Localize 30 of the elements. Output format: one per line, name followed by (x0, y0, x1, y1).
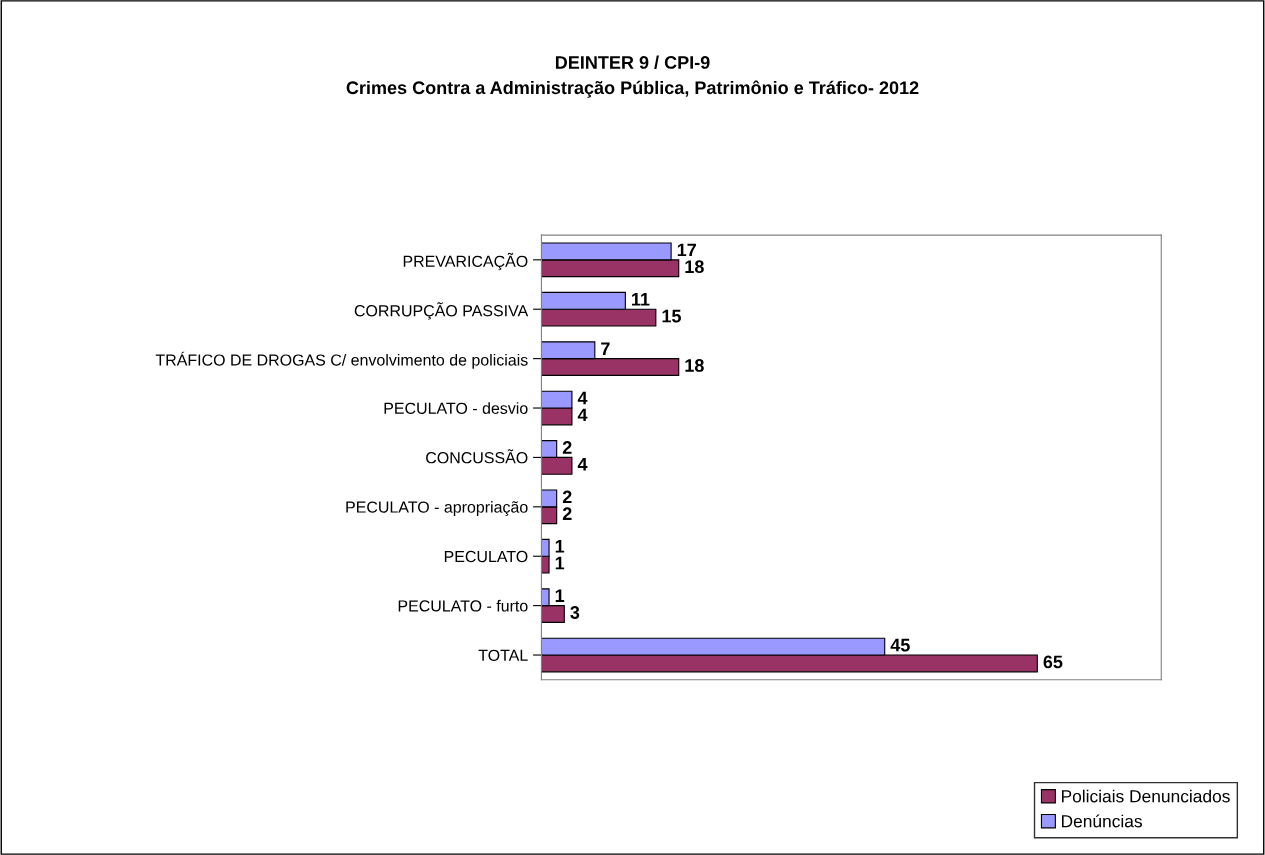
data-label: 1 (555, 540, 565, 553)
data-label: 11 (632, 293, 650, 306)
y-tick-label: CONCUSSÃO (426, 449, 528, 464)
data-label: 18 (685, 359, 704, 372)
data-label: 4 (577, 391, 588, 405)
y-tick-label: PECULATO (444, 550, 528, 563)
y-tick-label: PECULATO - desvio (384, 402, 528, 414)
data-label: 1 (555, 589, 565, 602)
data-label: 2 (562, 490, 572, 504)
data-label: 1 (555, 556, 565, 570)
data-label: 65 (1043, 655, 1063, 669)
data-label: 4 (577, 458, 588, 471)
data-label: 18 (685, 260, 704, 274)
chart-title: DEINTER 9 / CPI-9 Crimes Contra a Administração Pública, Patrimônio e Tráfico- 2012 (346, 55, 919, 98)
data-label: 4 (577, 408, 588, 422)
y-tick-label: TOTAL (478, 649, 528, 661)
data-label: 45 (890, 638, 910, 652)
y-tick-label: PECULATO - furto (398, 599, 528, 612)
y-tick-label: CORRUPÇÃO PASSIVA (354, 302, 529, 320)
data-label: 15 (662, 309, 681, 323)
data-label: 17 (677, 243, 696, 257)
y-tick-label: PREVARICAÇÃO (403, 252, 528, 271)
legend-label: Denúncias (1061, 814, 1142, 828)
data-label: 7 (601, 342, 610, 355)
data-label: 3 (570, 606, 580, 619)
y-tick-label: TRÁFICO DE DROGAS C/ envolvimento de policiais (155, 351, 528, 369)
data-label: 2 (562, 441, 572, 454)
legend-label: Policiais Denunciados (1061, 789, 1230, 803)
data-label: 2 (562, 507, 572, 520)
y-tick-label: PECULATO - apropriação (346, 501, 528, 516)
